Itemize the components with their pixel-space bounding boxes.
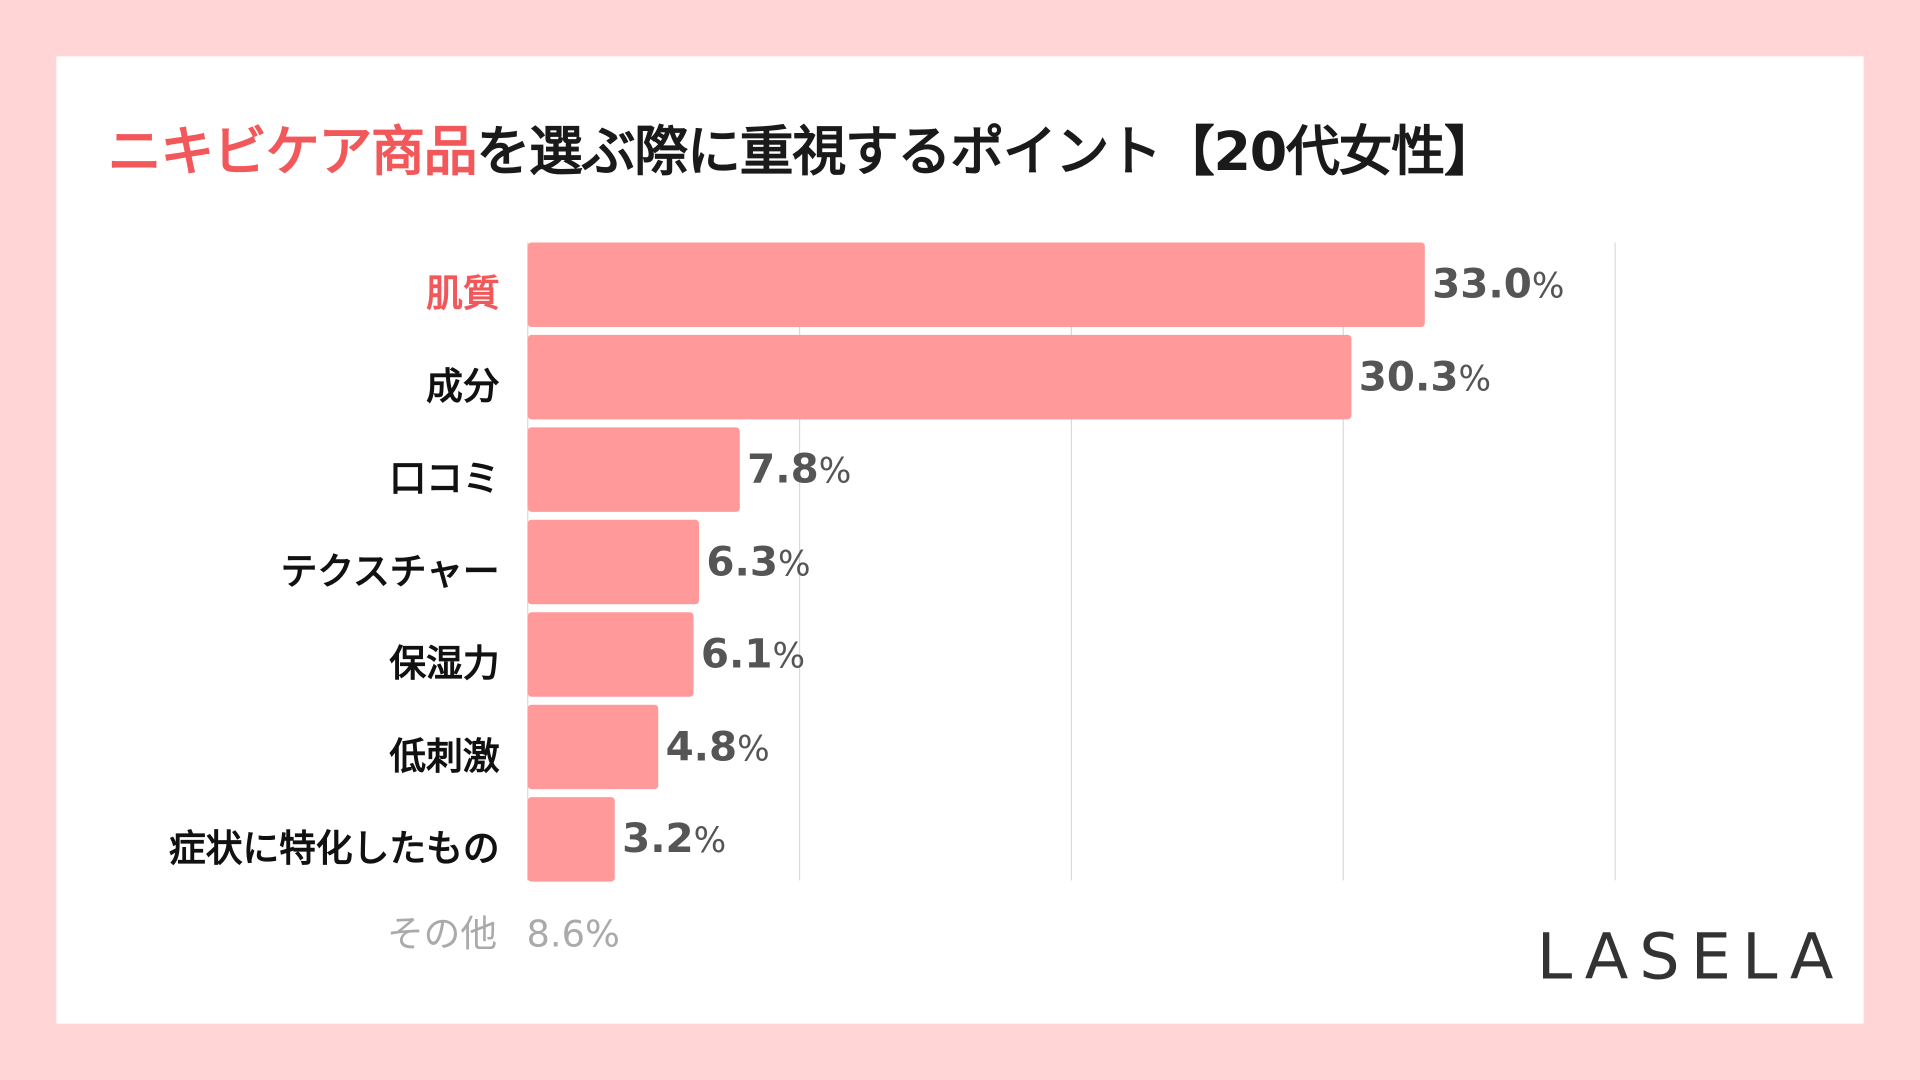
title-highlight: ニキビケア商品 xyxy=(107,121,478,184)
category-label: 肌質 xyxy=(426,273,500,316)
category-label: テクスチャー xyxy=(280,550,500,594)
bar-5 xyxy=(527,704,659,790)
bar-4 xyxy=(527,612,694,697)
value-label: 4.8% xyxy=(665,721,770,770)
title-rest: を選ぶ際に重視するポイント【20代女性】 xyxy=(476,121,1498,184)
category-label: 低刺激 xyxy=(389,735,500,779)
lasela-logo: LASELA xyxy=(1536,920,1845,995)
bar-6 xyxy=(527,797,615,882)
other-note: その他 8.6% xyxy=(387,904,620,958)
bar-1 xyxy=(527,334,1352,420)
category-label: 成分 xyxy=(426,365,500,409)
value-label: 30.3% xyxy=(1358,352,1492,400)
category-label: 口コミ xyxy=(389,457,500,501)
value-label: 7.8% xyxy=(747,444,852,493)
bar-3 xyxy=(527,519,700,605)
bar-2 xyxy=(527,427,740,512)
value-label: 6.1% xyxy=(700,629,806,678)
category-label: 保湿力 xyxy=(389,642,500,686)
other-label: その他 xyxy=(386,913,498,957)
value-label: 6.3% xyxy=(706,536,811,585)
category-label: 症状に特化したもの xyxy=(168,827,500,871)
value-label: 3.2% xyxy=(622,814,727,863)
chart-title: ニキビケア商品を選ぶ際に重視するポイント【20代女性】 xyxy=(107,108,1498,186)
bar-0 xyxy=(527,242,1425,327)
value-label: 33.0% xyxy=(1432,259,1565,308)
chart-card xyxy=(56,56,1864,1024)
other-value: 8.6% xyxy=(526,913,620,957)
